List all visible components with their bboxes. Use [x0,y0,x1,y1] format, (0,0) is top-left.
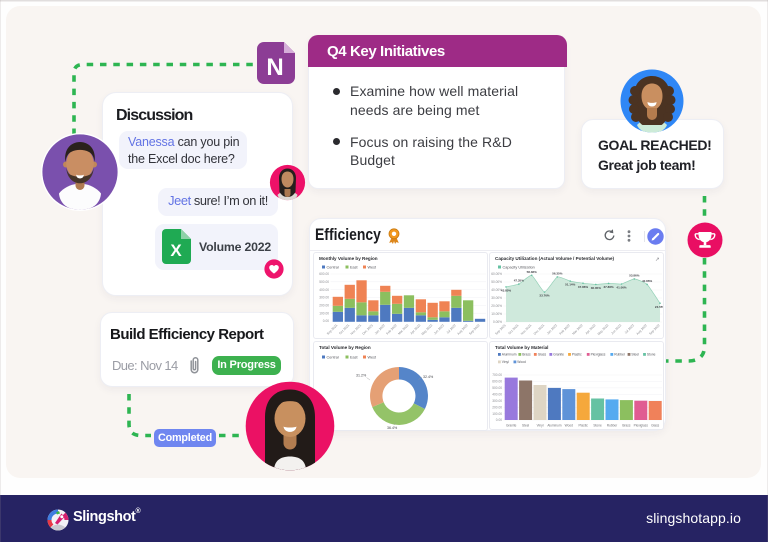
svg-text:May 2022: May 2022 [420,323,433,336]
svg-text:400.00: 400.00 [492,393,502,397]
svg-text:500.00: 500.00 [492,386,502,390]
svg-text:31.2%: 31.2% [356,374,367,378]
svg-text:53.86%: 53.86% [629,274,640,278]
svg-text:↗: ↗ [655,257,660,263]
svg-text:700.00: 700.00 [492,373,502,377]
svg-text:51.14%: 51.14% [565,283,576,287]
svg-text:X: X [170,241,182,260]
svg-text:Glass: Glass [651,424,660,428]
svg-text:0.00: 0.00 [496,418,502,422]
svg-text:Dec 2021: Dec 2021 [533,323,546,336]
svg-text:East: East [350,356,359,360]
svg-text:36.4%: 36.4% [387,426,398,430]
svg-text:Sep 2022: Sep 2022 [648,323,661,336]
svg-text:Oct 2021: Oct 2021 [338,323,350,335]
svg-text:Sep 2022: Sep 2022 [468,323,481,336]
svg-text:Nov 2021: Nov 2021 [350,323,363,336]
svg-text:Dec 2021: Dec 2021 [361,323,374,336]
svg-text:600.00: 600.00 [319,272,329,276]
svg-text:33.76%: 33.76% [539,294,550,298]
svg-text:36.35%: 36.35% [591,286,602,290]
svg-text:East: East [350,266,359,270]
svg-text:20.00%: 20.00% [491,304,502,308]
svg-text:Jan 2022: Jan 2022 [546,323,558,335]
svg-text:West: West [368,266,378,270]
svg-text:Vinyl: Vinyl [502,360,509,364]
svg-text:47.35%: 47.35% [514,279,525,283]
svg-text:Granite: Granite [553,353,564,357]
svg-text:Granite: Granite [506,424,517,428]
svg-text:Nov 2021: Nov 2021 [520,323,533,336]
svg-text:Aug 2022: Aug 2022 [635,323,648,336]
svg-text:40.00%: 40.00% [491,288,502,292]
svg-text:200.00: 200.00 [319,304,329,308]
svg-text:37.86%: 37.86% [604,285,615,289]
svg-text:0.00%: 0.00% [493,320,502,324]
svg-text:Rubber: Rubber [607,424,618,428]
svg-text:43.85%: 43.85% [501,289,512,293]
svg-text:West: West [368,356,378,360]
svg-text:10.00%: 10.00% [491,312,502,316]
svg-text:100.00: 100.00 [492,412,502,416]
svg-text:May 2022: May 2022 [597,323,610,336]
svg-text:Aluminum: Aluminum [502,353,517,357]
svg-text:Mar 2022: Mar 2022 [397,323,410,336]
svg-text:Wood: Wood [565,424,573,428]
svg-text:Oct 2021: Oct 2021 [508,323,520,335]
svg-text:Brass: Brass [522,353,531,357]
svg-text:600.00: 600.00 [492,380,502,384]
svg-text:Jul 2022: Jul 2022 [624,323,636,335]
svg-text:Vinyl: Vinyl [537,424,544,428]
svg-text:Apr 2022: Apr 2022 [585,323,597,335]
svg-text:37.86%: 37.86% [578,285,589,289]
svg-text:42.86%: 42.86% [642,279,653,283]
svg-text:Aluminum: Aluminum [547,424,562,428]
svg-text:58.38%: 58.38% [527,270,538,274]
svg-text:Central: Central [327,356,339,360]
svg-text:N: N [266,54,283,81]
svg-text:500.00: 500.00 [319,280,329,284]
svg-text:Glass: Glass [538,353,547,357]
svg-text:Brass: Brass [622,424,631,428]
svg-text:41.06%: 41.06% [616,286,627,290]
svg-text:Mar 2022: Mar 2022 [571,323,584,336]
svg-text:Rubber: Rubber [614,353,626,357]
svg-text:400.00: 400.00 [319,288,329,292]
svg-text:Aug 2022: Aug 2022 [456,323,469,336]
svg-text:32.4%: 32.4% [423,375,434,379]
svg-text:Stone: Stone [593,424,602,428]
svg-text:Stone: Stone [647,353,656,357]
svg-text:300.00: 300.00 [319,296,329,300]
svg-text:Jun 2022: Jun 2022 [610,323,622,335]
svg-text:Steel: Steel [522,424,530,428]
svg-text:100.00: 100.00 [319,311,329,315]
svg-text:Wood: Wood [517,360,526,364]
svg-text:200.00: 200.00 [492,405,502,409]
svg-text:Jan 2022: Jan 2022 [374,323,386,335]
svg-text:56.35%: 56.35% [552,272,563,276]
svg-text:Plastic: Plastic [579,424,589,428]
svg-text:Jul 2022: Jul 2022 [446,323,458,335]
svg-text:30.00%: 30.00% [491,296,502,300]
svg-text:Sep 2021: Sep 2021 [494,323,507,336]
svg-text:Capacity Utilization: Capacity Utilization [503,266,535,270]
svg-text:Jun 2022: Jun 2022 [433,323,445,335]
svg-text:Feb 2022: Feb 2022 [385,323,398,336]
svg-text:Sep 2021: Sep 2021 [326,323,339,336]
svg-text:Plastic: Plastic [572,353,582,357]
svg-text:Feb 2022: Feb 2022 [559,323,572,336]
svg-text:300.00: 300.00 [492,399,502,403]
svg-text:Plexiglass: Plexiglass [591,353,606,357]
svg-text:50.00%: 50.00% [491,280,502,284]
svg-text:0.00: 0.00 [323,319,329,323]
svg-text:Steel: Steel [631,353,639,357]
svg-text:Central: Central [327,266,339,270]
svg-text:23.55%: 23.55% [655,305,663,309]
svg-text:Plexiglass: Plexiglass [634,424,649,428]
svg-text:60.00%: 60.00% [491,272,502,276]
